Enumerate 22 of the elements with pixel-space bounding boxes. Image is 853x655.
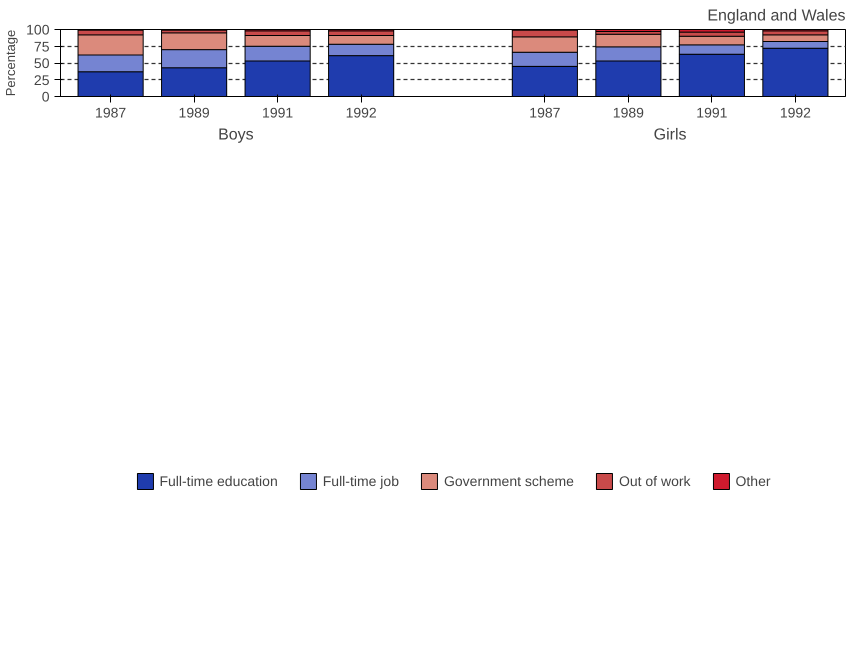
- legend-label: Other: [736, 472, 771, 489]
- x-tick-label: 1989: [178, 104, 210, 120]
- y-tick-label: 0: [42, 88, 50, 104]
- chart-subtitle: England and Wales: [707, 8, 846, 24]
- y-tick-label: 75: [34, 38, 50, 54]
- x-tick-label: 1992: [780, 104, 812, 120]
- legend-label: Government scheme: [444, 472, 574, 489]
- x-tick-label: 1991: [262, 104, 294, 120]
- text: Boys: [218, 126, 254, 144]
- x-tick-label: 1992: [346, 104, 377, 120]
- legend-label: Full-time education: [159, 472, 278, 489]
- y-tick-label: 50: [34, 55, 50, 71]
- y-tick-label: 100: [26, 22, 50, 38]
- text: Girls: [654, 126, 687, 144]
- x-tick-label: 1989: [612, 104, 644, 120]
- x-tick-label: 1987: [95, 104, 126, 120]
- legend-label: Out of work: [618, 472, 691, 489]
- legend-label: Full-time job: [322, 472, 399, 489]
- x-tick-label: 1991: [696, 104, 728, 120]
- x-tick-label: 1987: [529, 104, 561, 120]
- y-tick-label: 25: [34, 72, 50, 88]
- y-axis-title: Percentage: [3, 30, 18, 96]
